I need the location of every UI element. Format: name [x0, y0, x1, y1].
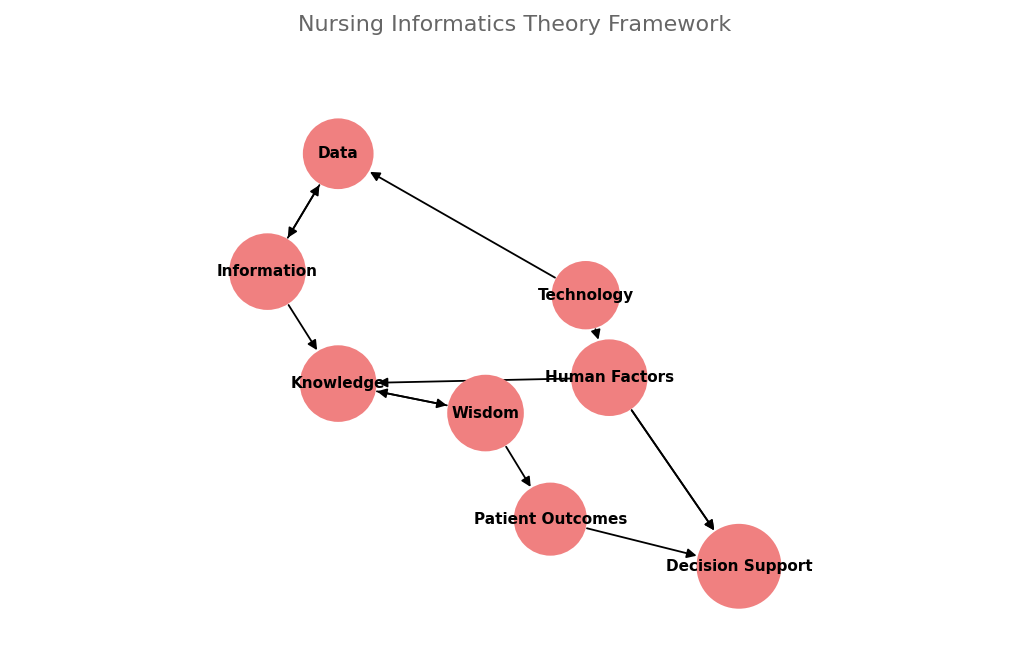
Text: Patient Outcomes: Patient Outcomes [474, 512, 627, 527]
Text: Decision Support: Decision Support [665, 559, 813, 574]
Circle shape [551, 261, 620, 329]
Text: Knowledge: Knowledge [290, 376, 385, 391]
Circle shape [229, 233, 306, 310]
Circle shape [696, 524, 782, 609]
Circle shape [514, 482, 587, 556]
Circle shape [571, 340, 648, 416]
Circle shape [447, 375, 524, 451]
Title: Nursing Informatics Theory Framework: Nursing Informatics Theory Framework [299, 15, 731, 35]
Text: Technology: Technology [538, 288, 633, 303]
Circle shape [303, 119, 374, 189]
Text: Human Factors: Human Factors [545, 370, 674, 385]
Text: Data: Data [318, 146, 358, 161]
Text: Wisdom: Wisdom [451, 406, 519, 421]
Circle shape [300, 346, 377, 422]
Text: Information: Information [217, 264, 318, 279]
